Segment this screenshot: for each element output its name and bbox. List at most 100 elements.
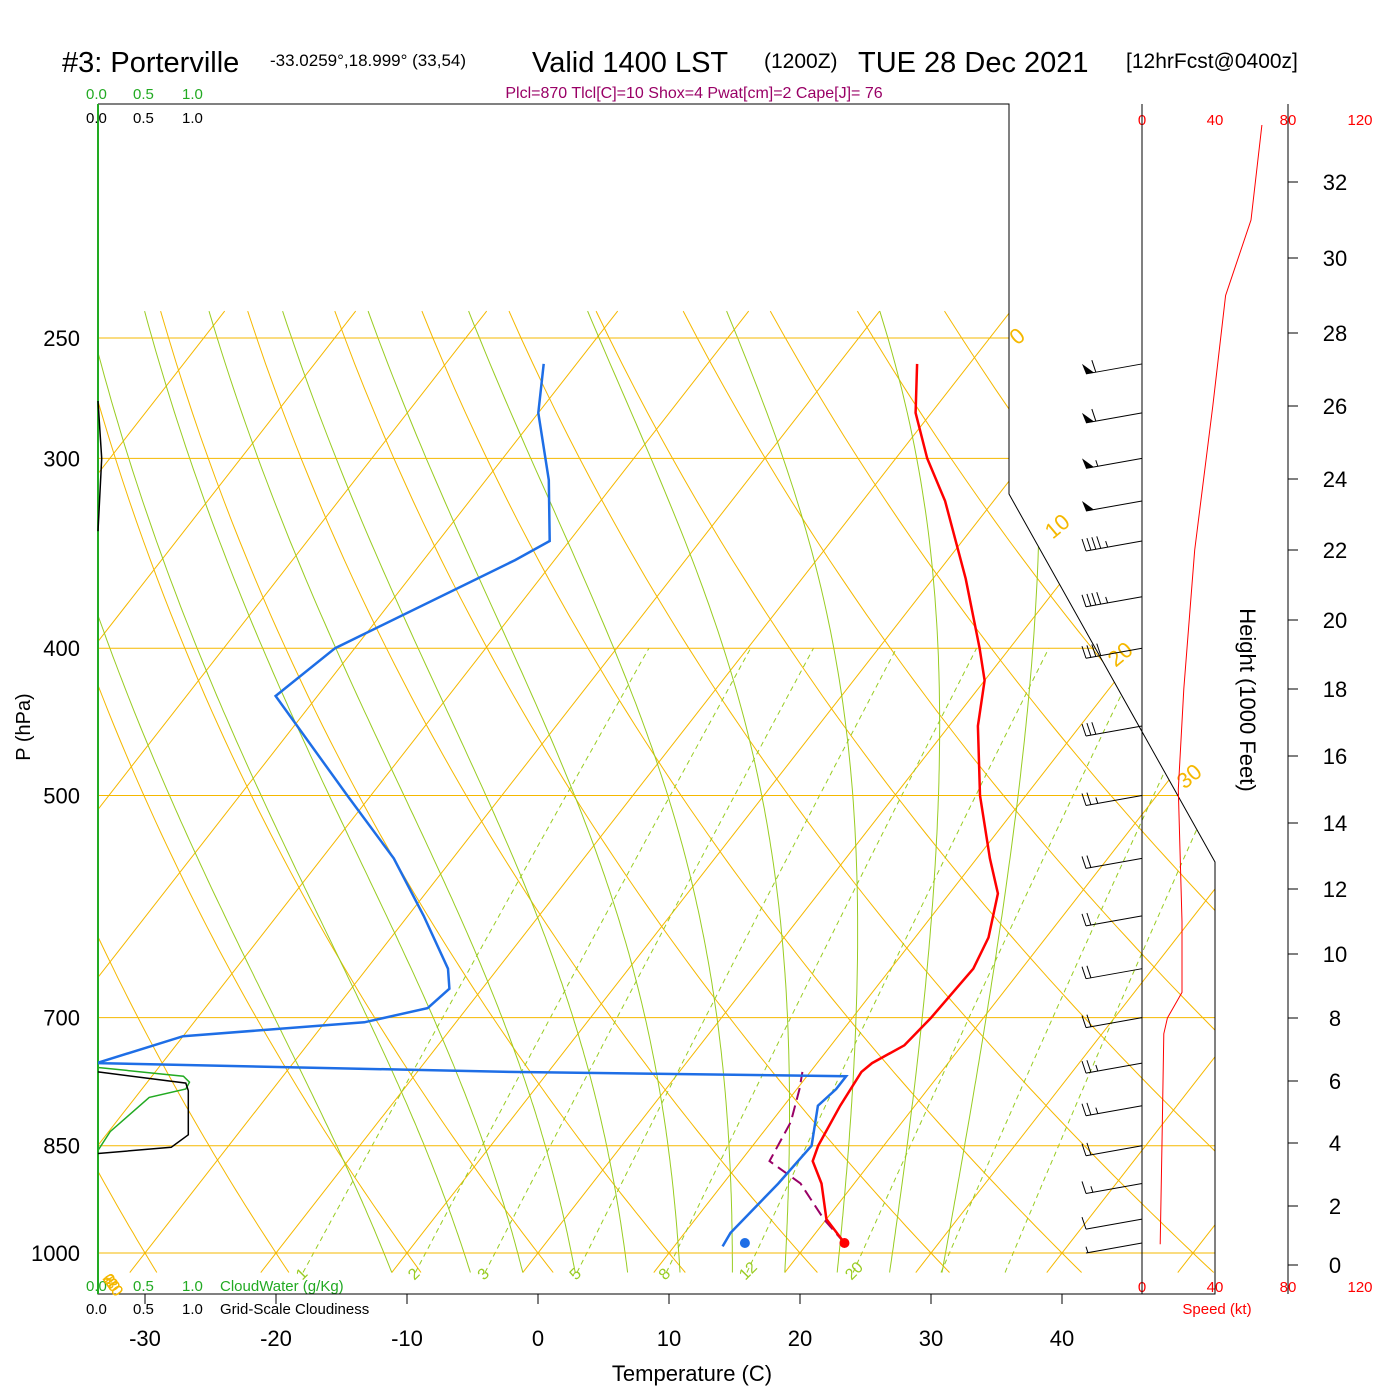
dry-adiabat-line	[1118, 310, 1215, 1273]
dry-adiabat-line	[856, 310, 1215, 1273]
barb-staff	[1085, 596, 1143, 608]
barb-flag	[1082, 412, 1094, 423]
barb-half	[1095, 460, 1099, 467]
pressure-tick-label: 400	[43, 636, 80, 661]
dry-adiabat-line	[1380, 311, 1400, 1272]
height-tick-label: 22	[1323, 538, 1347, 563]
x-tick-label: 30	[919, 1326, 943, 1351]
isotherm-line	[653, 310, 1215, 1273]
barb-staff	[1085, 1017, 1143, 1029]
barb-full	[1086, 965, 1092, 978]
y-axis-title: P (hPa)	[13, 693, 35, 760]
wind-panel	[1081, 104, 1263, 1294]
plot-area	[98, 310, 1400, 1273]
wind-speed-tick-top-1: 40	[1207, 112, 1224, 129]
station-coords: -33.0259°,18.999° (33,54)	[270, 51, 466, 70]
mixing-ratio-label: 5	[567, 1265, 585, 1283]
height-tick-label: 28	[1323, 321, 1347, 346]
cloudiness-profile-low	[97, 1071, 190, 1155]
pressure-tick-label: 300	[43, 446, 80, 471]
moist-adiabat-line	[879, 310, 941, 1273]
barb-full	[1086, 1102, 1092, 1116]
wind-barb	[1082, 360, 1143, 375]
sounding-profiles	[97, 363, 1000, 1249]
isotherm-line	[784, 310, 1215, 1273]
cloudiness-tick-bottom-0: 0.0	[86, 1301, 107, 1318]
dry-adiabat-line	[334, 310, 950, 1273]
barb-full	[1091, 592, 1097, 606]
dry-adiabat-line	[98, 311, 158, 1273]
cloud-axis-bottom: 0.0 0.5 1.0 CloudWater (g/Kg) 0.0 0.5 1.…	[86, 1278, 369, 1318]
barb-full	[1086, 645, 1092, 658]
isotherm-line	[1046, 310, 1215, 1273]
moist-adiabat-line	[144, 310, 524, 1273]
barb-half	[1095, 797, 1099, 804]
barb-half	[1105, 596, 1109, 604]
mixing-ratio-line	[302, 647, 650, 1273]
barb-full	[1081, 1216, 1087, 1230]
zulu-time: (1200Z)	[764, 50, 838, 73]
barb-full	[1091, 644, 1097, 657]
height-axis-title: Height (1000 Feet)	[1235, 608, 1260, 791]
isotherm-line	[129, 310, 881, 1273]
mixing-ratio-line	[484, 647, 814, 1273]
isotherm-line	[915, 310, 1215, 1273]
cloud-water-profile	[97, 1066, 191, 1151]
barb-flag	[1082, 500, 1094, 511]
barb-staff	[1085, 1105, 1143, 1117]
cloud-water-tick-top-0: 0.0	[86, 86, 107, 103]
barb-full	[1091, 408, 1097, 422]
barb-full	[1081, 793, 1087, 806]
valid-date: TUE 28 Dec 2021	[858, 47, 1089, 79]
wind-barb	[1085, 1242, 1143, 1254]
wind-barb	[1082, 408, 1143, 424]
wind-barb	[1081, 1060, 1143, 1074]
moist-adiabat-line	[726, 310, 859, 1273]
moist-adiabat-line	[282, 310, 629, 1273]
wind-barb	[1081, 792, 1143, 807]
mixing-ratio-label: 8	[656, 1265, 674, 1283]
mixing-ratio-line	[1004, 647, 1215, 1273]
cloud-water-tick-bottom-1: 0.5	[133, 1278, 154, 1295]
barb-full	[1091, 722, 1097, 735]
barb-half	[1105, 540, 1109, 548]
cloudiness-tick-top-2: 1.0	[182, 110, 203, 127]
pressure-tick-label: 500	[43, 784, 80, 809]
wind-barb	[1081, 1014, 1143, 1029]
dry-adiabat-line	[595, 310, 1215, 1273]
barb-full	[1081, 1181, 1087, 1194]
parcel-profile	[768, 1071, 846, 1244]
isotherm-line	[98, 310, 226, 1273]
dry-adiabat-line	[98, 310, 554, 1273]
barb-staff	[1085, 968, 1143, 980]
moist-adiabat-line	[98, 310, 393, 1273]
plot-frame	[97, 103, 1216, 1295]
barb-full	[1096, 536, 1102, 549]
barb-half	[1090, 1186, 1094, 1193]
mixing-ratio-label: 2	[405, 1265, 423, 1283]
height-tick-label: 24	[1323, 467, 1347, 492]
wind-speed-axis: 0 40 80 120 0 40 80 120 Speed (kt)	[1138, 112, 1373, 1318]
barb-full	[1086, 537, 1092, 551]
barb-staff	[1085, 857, 1143, 869]
pressure-tick-label: 250	[43, 326, 80, 351]
barb-full	[1096, 591, 1102, 605]
wind-barb	[1081, 1181, 1143, 1194]
cloudiness-tick-top-1: 0.5	[133, 110, 154, 127]
x-tick-label: 20	[788, 1326, 812, 1351]
barb-full	[1086, 912, 1092, 926]
pressure-tick-label: 700	[43, 1006, 80, 1031]
mixing-ratio-label: 12	[736, 1259, 761, 1284]
height-tick-label: 16	[1323, 744, 1347, 769]
profile-lines	[98, 363, 1000, 1248]
wind-barb	[1081, 855, 1143, 869]
dry-adiabat-line	[247, 310, 818, 1273]
chart-background-lines: 1 2 3 5 8 12 20	[98, 310, 1400, 1284]
cloudiness-tick-top-0: 0.0	[86, 110, 107, 127]
barb-full	[1081, 913, 1087, 927]
x-axis-title: Temperature (C)	[612, 1361, 772, 1386]
moist-adiabat-line	[367, 310, 681, 1273]
barb-full	[1081, 538, 1087, 552]
x-tick-label: 40	[1050, 1326, 1074, 1351]
dewpoint-profile	[98, 363, 849, 1248]
